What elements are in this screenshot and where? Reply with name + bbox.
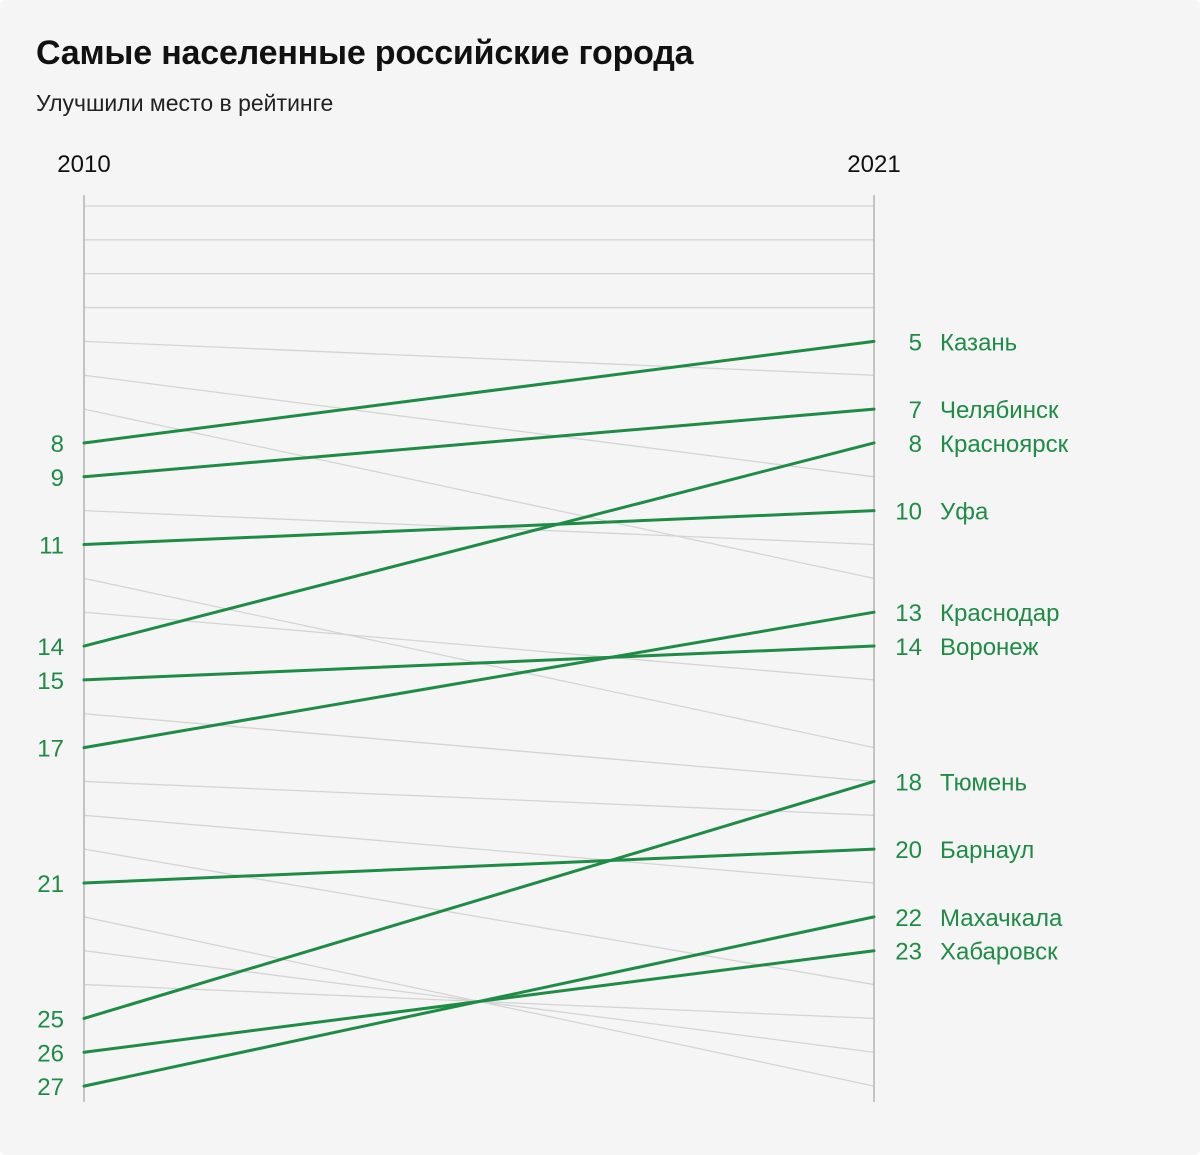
city-line (82, 949, 876, 1054)
highlighted-lines (82, 339, 876, 1088)
rank-2021-label: 22 (895, 905, 922, 932)
rank-2021-label: 13 (895, 600, 922, 627)
background-line (83, 374, 875, 478)
city-line (82, 509, 876, 546)
rank-2010-label: 11 (39, 533, 64, 560)
chart-subtitle: Улучшили место в рейтинге (36, 90, 334, 116)
background-lines (83, 205, 875, 1087)
left-rank-labels: 8 9 14 11 17 15 25 21 27 26 (37, 431, 64, 1101)
background-line (83, 814, 875, 884)
city-line (82, 441, 876, 648)
rank-2010-label: 21 (37, 871, 64, 898)
rank-2021-label: 5 (909, 329, 922, 356)
background-line (83, 408, 875, 579)
background-line (83, 340, 875, 376)
city-line (82, 407, 876, 479)
city-name-label: Воронеж (940, 634, 1038, 661)
city-name-label: Красноярск (940, 431, 1069, 458)
city-line (82, 779, 876, 1020)
background-line (83, 848, 875, 986)
rank-2021-label: 18 (895, 769, 922, 796)
background-line (83, 713, 875, 783)
rank-2010-label: 26 (37, 1040, 64, 1067)
rank-2010-label: 8 (51, 431, 64, 458)
rank-2010-label: 15 (37, 668, 64, 695)
rank-2010-label: 9 (51, 465, 64, 492)
right-labels: 5 Казань 7 Челябинск 8 Красноярск 10 Уфа 13 Красн… (895, 329, 1068, 965)
city-line (82, 644, 876, 682)
city-name-label: Челябинск (940, 397, 1059, 424)
city-line (82, 610, 876, 750)
rank-2021-label: 7 (909, 397, 922, 424)
city-name-label: Барнаул (940, 837, 1034, 864)
rank-2021-label: 8 (909, 431, 922, 458)
background-line (83, 780, 875, 816)
rank-2010-label: 25 (37, 1006, 64, 1033)
rank-2021-label: 14 (895, 634, 922, 661)
rank-2010-label: 27 (37, 1074, 64, 1101)
city-line (82, 847, 876, 885)
year-label-2021: 2021 (847, 151, 900, 178)
rank-2021-label: 23 (895, 939, 922, 966)
city-name-label: Хабаровск (940, 939, 1058, 966)
rank-2010-label: 17 (37, 736, 64, 763)
city-name-label: Махачкала (940, 905, 1063, 932)
rank-2010-label: 14 (37, 634, 64, 661)
city-name-label: Тюмень (940, 769, 1027, 796)
background-line (83, 611, 875, 681)
year-label-2010: 2010 (57, 151, 110, 178)
city-line (82, 339, 876, 445)
city-name-label: Уфа (940, 499, 989, 526)
rank-2021-label: 20 (895, 837, 922, 864)
rank-2021-label: 10 (895, 499, 922, 526)
city-name-label: Казань (940, 329, 1017, 356)
city-name-label: Краснодар (940, 600, 1059, 627)
chart-title: Самые населенные российские города (36, 34, 694, 72)
